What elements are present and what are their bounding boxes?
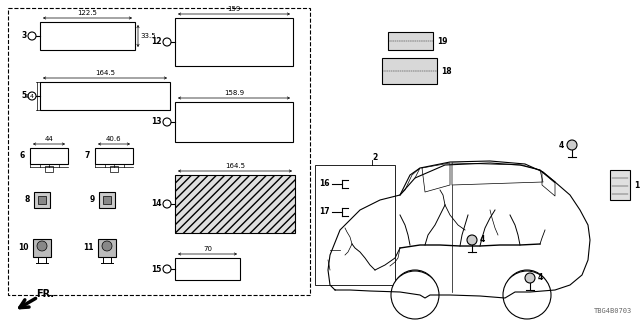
Circle shape: [163, 265, 171, 273]
Text: 4: 4: [538, 274, 543, 283]
Text: 122.5: 122.5: [77, 10, 97, 16]
Text: 13: 13: [152, 117, 162, 126]
Circle shape: [467, 235, 477, 245]
Circle shape: [163, 118, 171, 126]
Bar: [382, 58, 437, 84]
Circle shape: [37, 241, 47, 251]
Text: 2: 2: [372, 154, 377, 163]
Circle shape: [567, 140, 577, 150]
Text: 1: 1: [634, 180, 639, 189]
Text: 164.5: 164.5: [225, 163, 245, 169]
Text: 3: 3: [22, 31, 27, 41]
Circle shape: [505, 270, 549, 314]
Circle shape: [28, 92, 36, 100]
Circle shape: [28, 32, 36, 40]
Bar: [175, 18, 293, 66]
Text: FR.: FR.: [36, 289, 54, 299]
Bar: [34, 192, 50, 208]
Text: 70: 70: [203, 246, 212, 252]
Bar: [8, 8, 310, 295]
Bar: [175, 175, 295, 233]
Bar: [98, 239, 116, 257]
Text: 4: 4: [559, 140, 564, 149]
Text: 159: 159: [227, 6, 241, 12]
Text: 15: 15: [152, 265, 162, 274]
Circle shape: [503, 271, 551, 319]
Circle shape: [393, 270, 437, 314]
Text: 10: 10: [19, 244, 29, 252]
Bar: [315, 165, 395, 285]
Circle shape: [525, 273, 535, 283]
Bar: [45, 166, 53, 172]
Text: 9.4: 9.4: [25, 93, 35, 99]
Text: 164.5: 164.5: [95, 70, 115, 76]
Bar: [610, 170, 630, 200]
Text: 158.9: 158.9: [224, 90, 244, 96]
Text: 6: 6: [20, 151, 25, 161]
Text: 7: 7: [84, 151, 90, 161]
Circle shape: [405, 282, 425, 302]
Text: 4: 4: [480, 236, 485, 244]
Bar: [175, 258, 240, 280]
Text: 12: 12: [152, 37, 162, 46]
Text: 18: 18: [441, 67, 452, 76]
Bar: [38, 196, 46, 204]
Circle shape: [163, 200, 171, 208]
Text: TBG4B0703: TBG4B0703: [594, 308, 632, 314]
Circle shape: [517, 282, 537, 302]
Bar: [175, 102, 293, 142]
Bar: [40, 82, 170, 110]
Text: 19: 19: [437, 36, 447, 45]
Text: 14: 14: [152, 199, 162, 209]
Circle shape: [102, 241, 112, 251]
Circle shape: [391, 271, 439, 319]
Text: 33.5: 33.5: [140, 33, 156, 39]
Text: 17: 17: [319, 207, 330, 217]
Text: 5: 5: [22, 92, 27, 100]
Text: 9: 9: [90, 196, 95, 204]
Circle shape: [163, 38, 171, 46]
Text: 8: 8: [24, 196, 30, 204]
Bar: [95, 148, 133, 164]
Bar: [388, 32, 433, 50]
Bar: [110, 166, 118, 172]
Bar: [30, 148, 68, 164]
Text: 11: 11: [83, 244, 94, 252]
Bar: [40, 22, 135, 50]
Text: 16: 16: [319, 180, 330, 188]
Bar: [99, 192, 115, 208]
Text: 40.6: 40.6: [106, 136, 122, 142]
Text: 44: 44: [45, 136, 53, 142]
Bar: [103, 196, 111, 204]
Bar: [33, 239, 51, 257]
